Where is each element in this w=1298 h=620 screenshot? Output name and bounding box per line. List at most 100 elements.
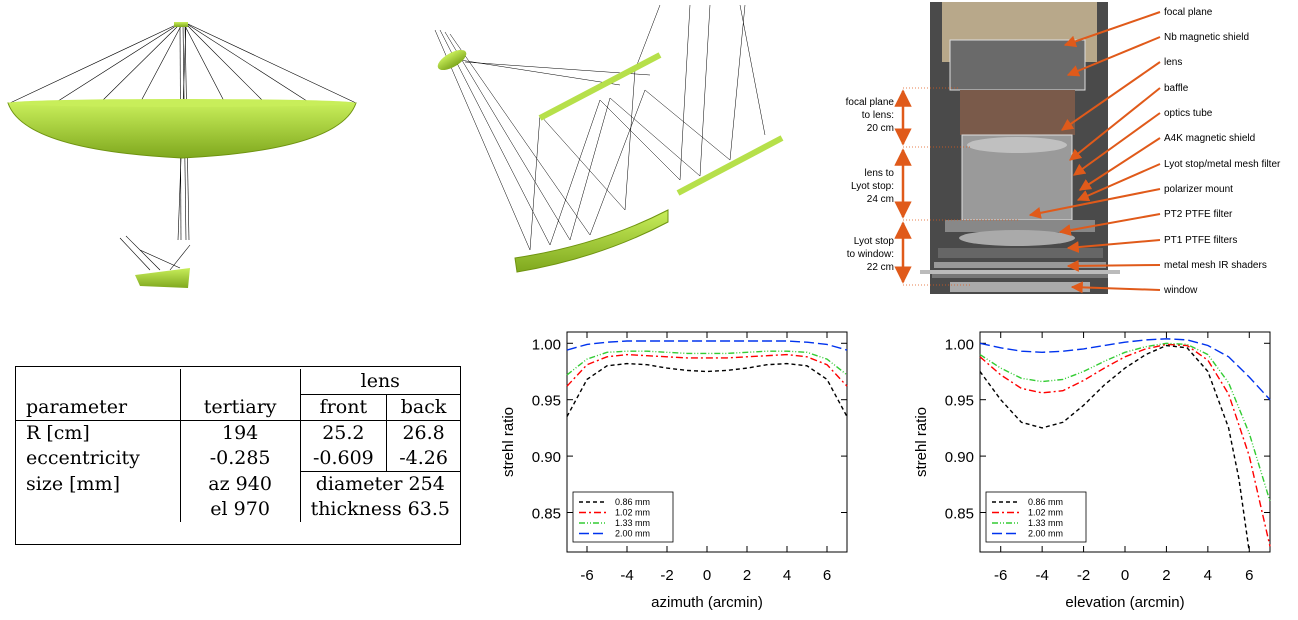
lens-header: lens bbox=[299, 369, 460, 395]
x-tick-label: 6 bbox=[823, 567, 831, 584]
component-labels: focal plane Nb magnetic shield lens baff… bbox=[1163, 7, 1281, 296]
dist3-line3: 22 cm bbox=[867, 262, 894, 273]
legend-label: 2.00 mm bbox=[615, 529, 650, 539]
x-tick-label: -2 bbox=[660, 567, 673, 584]
label-focal-plane: focal plane bbox=[1164, 7, 1213, 18]
dist1-line2: to lens: bbox=[862, 110, 894, 121]
table-row: R [cm] 194 25.2 26.8 bbox=[16, 420, 460, 446]
table-row: el 970 thickness 63.5 bbox=[16, 497, 460, 522]
y-axis-label: strehl ratio bbox=[913, 407, 930, 477]
col-parameter: parameter bbox=[16, 394, 181, 421]
x-tick-label: 0 bbox=[703, 567, 711, 584]
label-a4k-shield: A4K magnetic shield bbox=[1164, 133, 1255, 144]
dist2-line2: Lyot stop: bbox=[851, 181, 894, 192]
x-tick-label: -4 bbox=[620, 567, 633, 584]
optics-zoom-svg bbox=[434, 4, 784, 273]
ray-fan bbox=[9, 23, 357, 271]
dist3-line1: Lyot stop bbox=[854, 236, 895, 247]
x-tick-label: 0 bbox=[1121, 567, 1129, 584]
legend-label: 0.86 mm bbox=[1028, 497, 1063, 507]
x-tick-label: -6 bbox=[580, 567, 593, 584]
y-tick-label: 0.95 bbox=[945, 393, 974, 410]
legend-label: 1.33 mm bbox=[1028, 518, 1063, 528]
y-tick-label: 1.00 bbox=[945, 336, 974, 353]
label-pt1-filters: PT1 PTFE filters bbox=[1164, 235, 1237, 246]
x-tick-label: 2 bbox=[743, 567, 751, 584]
series-line bbox=[979, 338, 1271, 401]
label-window: window bbox=[1163, 285, 1198, 296]
legend-label: 1.02 mm bbox=[615, 508, 650, 518]
y-tick-label: 1.00 bbox=[532, 336, 561, 353]
strehl-elevation-svg: 0.85 0.90 0.95 1.00 -6 -4 -2 0 2 4 6 elevation (arc… bbox=[913, 331, 1271, 611]
primary-mirror-rim bbox=[8, 99, 356, 107]
primary-mirror bbox=[7, 102, 357, 159]
x-axis-label: elevation (arcmin) bbox=[1065, 594, 1184, 611]
strehl-elevation-chart: 0.85 0.90 0.95 1.00 -6 -4 -2 0 2 4 6 elevation (arc… bbox=[908, 320, 1298, 615]
y-tick-label: 0.85 bbox=[532, 506, 561, 523]
series-line bbox=[566, 350, 848, 376]
x-axis-label: azimuth (arcmin) bbox=[651, 594, 763, 611]
label-nb-shield: Nb magnetic shield bbox=[1164, 32, 1249, 43]
receiver-cross-section: focal plane Nb magnetic shield lens baff… bbox=[810, 0, 1298, 300]
strehl-azimuth-chart: 0.85 0.90 0.95 1.00 -6 -4 -2 0 2 4 6 azimuth (arcmi… bbox=[495, 320, 875, 615]
x-tick-label: 4 bbox=[1204, 567, 1212, 584]
optics-zoom-diagram bbox=[420, 0, 790, 300]
tertiary-mirror bbox=[514, 209, 669, 273]
label-pt2-filter: PT2 PTFE filter bbox=[1164, 209, 1233, 220]
zoom-rays bbox=[434, 4, 766, 251]
table-row: size [mm] az 940 diameter 254 bbox=[16, 471, 460, 497]
upper-mirror-edge bbox=[538, 52, 662, 121]
x-tick-label: 4 bbox=[783, 567, 791, 584]
x-tick-label: -4 bbox=[1035, 567, 1048, 584]
col-front: front bbox=[299, 394, 387, 421]
y-tick-label: 0.90 bbox=[945, 449, 974, 466]
y-axis-label: strehl ratio bbox=[500, 407, 517, 477]
x-tick-label: 2 bbox=[1162, 567, 1170, 584]
telescope-overview-diagram bbox=[0, 0, 370, 300]
telescope-overview-svg bbox=[7, 22, 357, 288]
col-back: back bbox=[386, 394, 460, 421]
series-line bbox=[979, 344, 1250, 553]
dist1-line1: focal plane bbox=[846, 97, 895, 108]
legend-box bbox=[985, 491, 1087, 543]
table-row: eccentricity -0.285 -0.609 -4.26 bbox=[16, 446, 460, 472]
x-tick-label: -6 bbox=[994, 567, 1007, 584]
focal-lens bbox=[437, 49, 467, 71]
series-line bbox=[566, 353, 848, 387]
label-optics-tube: optics tube bbox=[1164, 108, 1213, 119]
series-line bbox=[979, 343, 1271, 547]
col-tertiary: tertiary bbox=[179, 394, 301, 421]
receiver-body bbox=[920, 2, 1120, 294]
dist2-line3: 24 cm bbox=[867, 194, 894, 205]
tertiary-mirror-small bbox=[135, 268, 190, 288]
distance-labels: focal plane to lens: 20 cm lens to Lyot … bbox=[846, 97, 895, 273]
receiver-svg: focal plane Nb magnetic shield lens baff… bbox=[846, 2, 1281, 296]
strehl-azimuth-svg: 0.85 0.90 0.95 1.00 -6 -4 -2 0 2 4 6 azimuth (arcmi… bbox=[500, 331, 848, 611]
optics-parameter-table: lens parameter tertiary front back R [cm… bbox=[15, 366, 461, 545]
right-mirror-edge bbox=[676, 135, 784, 196]
legend-label: 0.86 mm bbox=[615, 497, 650, 507]
x-tick-label: -2 bbox=[1077, 567, 1090, 584]
label-mesh-shaders: metal mesh IR shaders bbox=[1164, 260, 1267, 271]
secondary-mirror bbox=[174, 22, 188, 27]
dist3-line2: to window: bbox=[847, 249, 894, 260]
y-tick-label: 0.90 bbox=[532, 449, 561, 466]
callout-arrows bbox=[1028, 11, 1161, 294]
series-line bbox=[979, 342, 1271, 502]
legend-label: 1.02 mm bbox=[1028, 508, 1063, 518]
y-tick-label: 0.95 bbox=[532, 393, 561, 410]
guide-lines bbox=[903, 87, 1020, 286]
legend-label: 1.33 mm bbox=[615, 518, 650, 528]
label-polarizer-mount: polarizer mount bbox=[1164, 184, 1233, 195]
legend-box bbox=[572, 491, 674, 543]
y-tick-label: 0.85 bbox=[945, 506, 974, 523]
dist2-line1: lens to bbox=[865, 168, 895, 179]
x-tick-label: 6 bbox=[1245, 567, 1253, 584]
label-baffle: baffle bbox=[1164, 83, 1189, 94]
label-lens: lens bbox=[1164, 57, 1182, 68]
series-line bbox=[566, 362, 848, 417]
label-lyot-stop: Lyot stop/metal mesh filter bbox=[1164, 159, 1281, 170]
series-line bbox=[566, 340, 848, 351]
dist1-line3: 20 cm bbox=[867, 123, 894, 134]
legend-label: 2.00 mm bbox=[1028, 529, 1063, 539]
